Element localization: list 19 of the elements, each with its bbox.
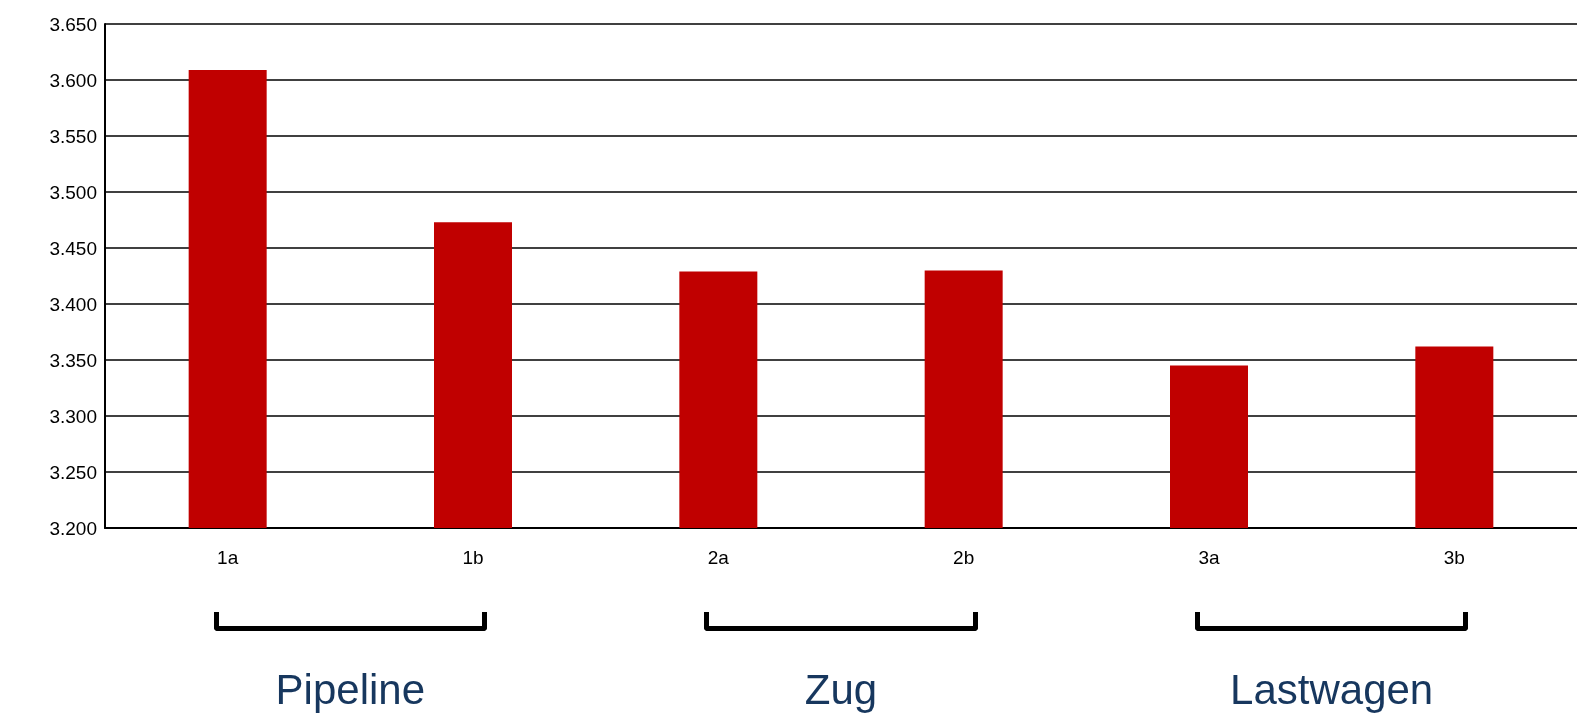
y-tick-label: 3.250	[49, 461, 97, 483]
y-tick-label: 3.300	[49, 405, 97, 427]
x-tick-label: 3a	[1198, 547, 1220, 568]
x-tick-label: 2b	[953, 547, 975, 568]
x-tick-label: 2a	[707, 547, 730, 568]
text: Lastwagen	[1229, 666, 1435, 714]
y-tick-label: 3.550	[49, 125, 97, 147]
x-tick-label: 1b	[462, 547, 484, 568]
y-tick-label: 3.350	[49, 349, 97, 371]
y-tick-label: 3.400	[49, 293, 97, 315]
y-tick-label: 3.650	[49, 13, 97, 35]
text: Zug	[803, 666, 879, 714]
text: Pipeline	[274, 666, 427, 714]
x-tick-label: 1a	[217, 547, 239, 568]
y-tick-label: 3.450	[49, 237, 97, 259]
x-tick-label: 3b	[1443, 547, 1465, 568]
y-tick-label: 3.200	[49, 517, 97, 539]
y-tick-label: 3.600	[49, 69, 97, 91]
y-tick-label: 3.500	[49, 181, 97, 203]
